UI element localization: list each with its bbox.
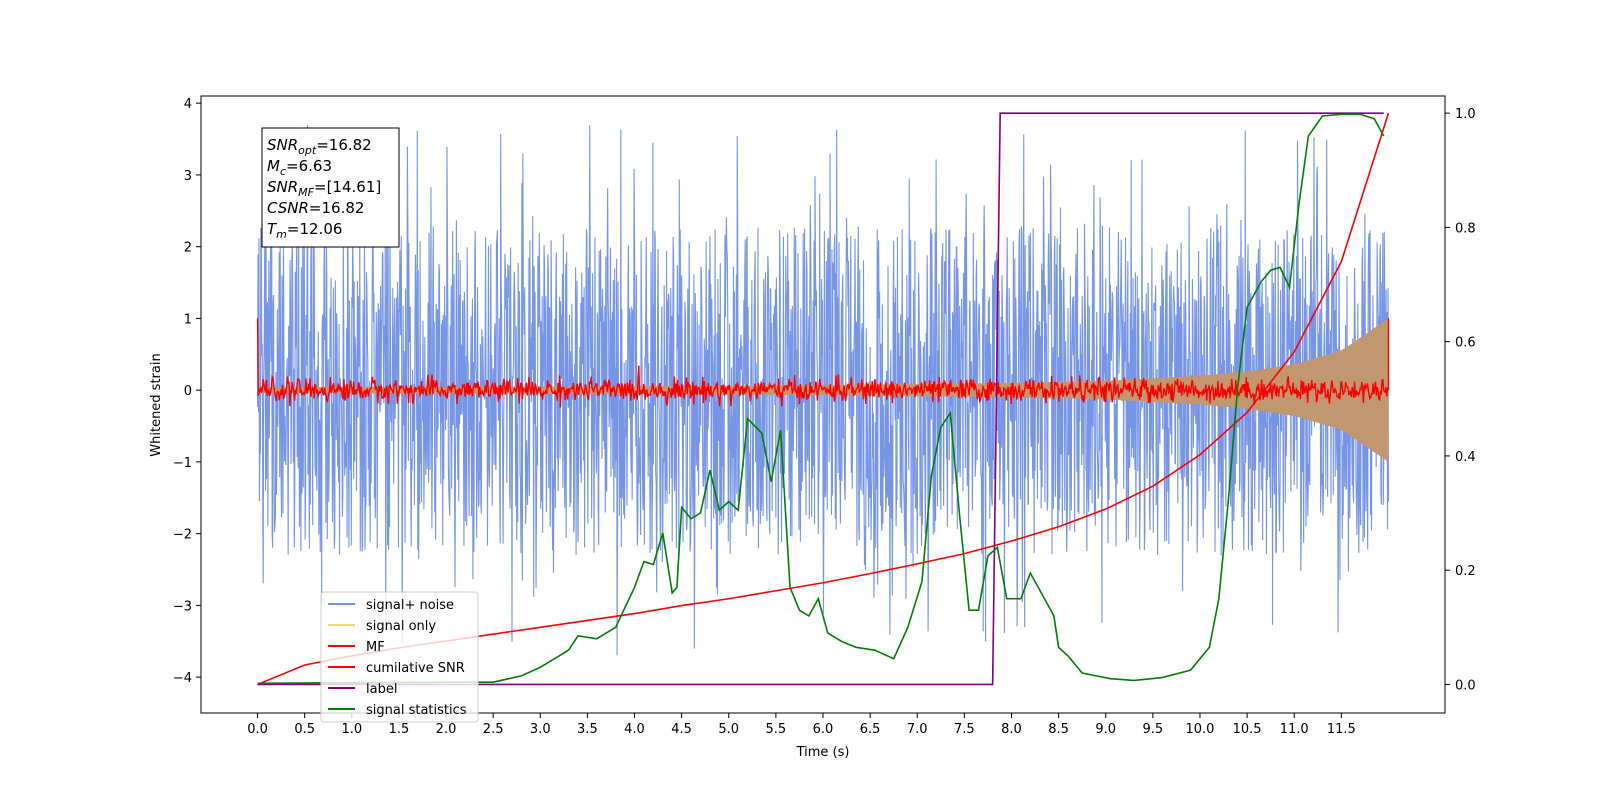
series-mf (256, 318, 1390, 408)
y-axis-label: Whitened strain (149, 353, 164, 456)
x-tick-label: 8.5 (1048, 722, 1069, 737)
y2-tick-label: 0.2 (1455, 564, 1476, 579)
y-axis-left: 4 3 2 1 0 −1 −2 −3 −4 (173, 97, 201, 686)
annotation-line: Tm=12.06 (267, 220, 342, 241)
annotation-line: Mc=6.63 (267, 157, 332, 178)
stats-annotation-box: SNRopt=16.82Mc=6.63SNRMF=[14.61]CSNR=16.… (261, 127, 400, 248)
y2-tick-label: 0.6 (1455, 336, 1476, 351)
x-axis: 0.0 0.5 1.0 1.5 2.0 2.5 3.0 3.5 4.0 4.5 5.0 5.5 6.0 6… (247, 713, 1356, 737)
x-tick-label: 4.0 (624, 722, 645, 737)
y2-tick-label: 0.0 (1455, 678, 1476, 693)
legend-label: label (366, 682, 397, 697)
y2-tick-label: 1.0 (1455, 107, 1476, 122)
legend-label: MF (366, 640, 385, 655)
series-label (257, 112, 1384, 686)
x-tick-label: 3.0 (530, 722, 551, 737)
x-tick-label: 11.5 (1327, 722, 1356, 737)
series-signal-noise (257, 124, 1389, 656)
y-tick-label: 2 (184, 241, 192, 256)
x-tick-label: 6.5 (860, 722, 881, 737)
y2-tick-label: 0.4 (1455, 450, 1476, 465)
x-tick-label: 1.5 (389, 722, 410, 737)
x-tick-label: 7.5 (954, 722, 975, 737)
series-signal-statistics (257, 113, 1385, 685)
x-tick-label: 0.5 (294, 722, 315, 737)
x-tick-label: 0.0 (247, 722, 268, 737)
legend: signal+ noise signal only MF cumilative SNR… (320, 591, 479, 723)
legend-label: cumilative SNR (366, 661, 465, 676)
y-tick-label: 4 (184, 97, 192, 112)
x-tick-label: 10.5 (1233, 722, 1262, 737)
y2-tick-label: 0.8 (1455, 221, 1476, 236)
x-tick-label: 6.0 (813, 722, 834, 737)
legend-label: signal statistics (366, 703, 467, 718)
x-axis-label: Time (s) (796, 745, 850, 760)
y-tick-label: −2 (173, 528, 192, 543)
y-tick-label: −1 (173, 456, 192, 471)
x-tick-label: 10.0 (1185, 722, 1214, 737)
y-tick-label: 3 (184, 169, 192, 184)
annotation-line: CSNR=16.82 (267, 199, 364, 217)
legend-label: signal+ noise (366, 598, 454, 613)
y-tick-label: 1 (184, 312, 192, 327)
x-tick-label: 8.0 (1001, 722, 1022, 737)
x-tick-label: 4.5 (671, 722, 692, 737)
x-tick-label: 5.5 (766, 722, 787, 737)
y-tick-label: −4 (173, 671, 192, 686)
y-axis-right: 1.0 0.8 0.6 0.4 0.2 0.0 (1445, 107, 1476, 693)
annotation-line: SNRopt=16.82 (267, 136, 372, 157)
series-signal-only (257, 318, 1389, 462)
legend-frame (320, 591, 479, 723)
x-tick-label: 9.5 (1143, 722, 1164, 737)
x-tick-label: 5.0 (718, 722, 739, 737)
y-tick-label: −3 (173, 599, 192, 614)
annotation-frame (261, 127, 400, 248)
legend-label: signal only (366, 619, 436, 634)
x-tick-label: 7.0 (907, 722, 928, 737)
x-tick-label: 3.5 (577, 722, 598, 737)
x-tick-label: 2.0 (436, 722, 457, 737)
annotation-line: SNRMF=[14.61] (267, 178, 381, 199)
x-tick-label: 9.0 (1095, 722, 1116, 737)
y-tick-label: 0 (184, 384, 192, 399)
x-tick-label: 1.0 (341, 722, 362, 737)
x-tick-label: 2.5 (483, 722, 504, 737)
x-tick-label: 11.0 (1280, 722, 1309, 737)
